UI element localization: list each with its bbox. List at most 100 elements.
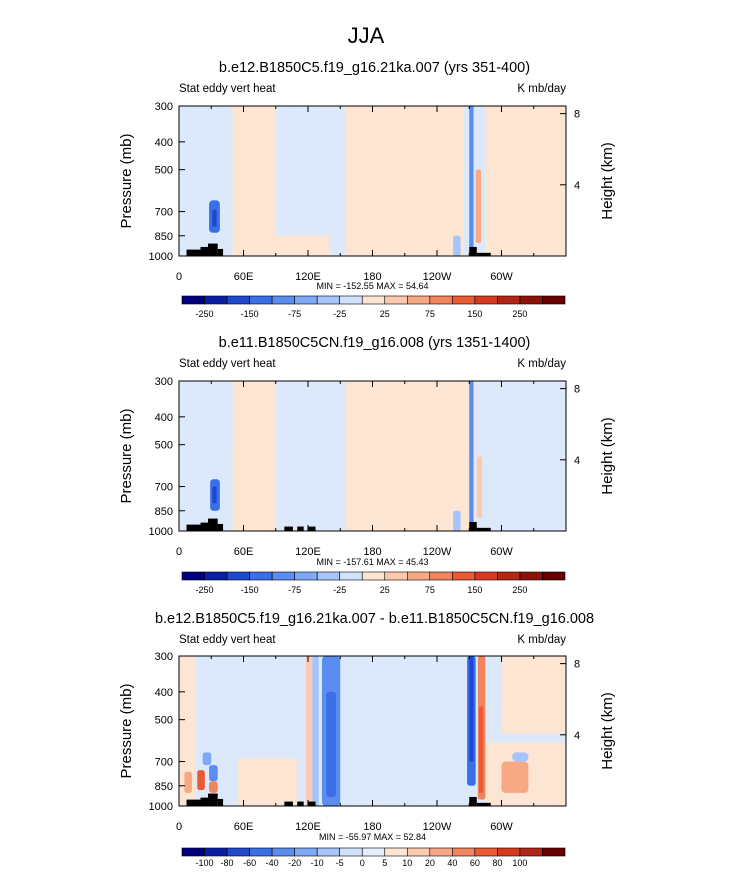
colorbar-swatch (452, 295, 476, 305)
colorbar-swatch (542, 571, 566, 581)
x-tick-label: 180 (363, 546, 381, 558)
colorbar-swatch (429, 847, 453, 857)
colorbar-swatch (271, 295, 295, 305)
contour-band (501, 761, 529, 793)
colorbar-label: -150 (241, 585, 259, 595)
contour-band (275, 381, 330, 531)
colorbar-label: 10 (402, 858, 412, 868)
contour-band (329, 106, 346, 256)
y-tick-label: 1000 (149, 801, 173, 813)
colorbar-swatch (497, 847, 521, 857)
colorbar-swatch (316, 571, 341, 581)
y-right-tick-label: 8 (574, 659, 580, 671)
topography-mask (284, 526, 293, 531)
plot-area-1 (179, 106, 566, 256)
contour-band (179, 106, 233, 256)
colorbar-label: 75 (425, 309, 435, 319)
colorbar-label: 25 (380, 309, 390, 319)
colorbar-label: -5 (336, 858, 344, 868)
contour-band (512, 752, 529, 762)
y-axis-title: Pressure (mb) (118, 408, 135, 503)
min-max-stats: MIN = -157.61 MAX = 45.43 (316, 557, 428, 567)
colorbar-label: -10 (311, 858, 324, 868)
y-right-tick-label: 4 (574, 180, 580, 192)
colorbar-label: 40 (447, 858, 457, 868)
colorbar-swatch (249, 571, 273, 581)
x-tick-label: 120E (295, 821, 321, 833)
plot-area-2 (179, 381, 566, 531)
y-tick-label: 500 (155, 165, 173, 177)
contour-band (179, 381, 233, 531)
colorbar-swatch (474, 295, 498, 305)
colorbar-swatch (361, 571, 386, 581)
contour-band (469, 106, 474, 256)
plot-area-3 (179, 656, 566, 806)
colorbar-label: -20 (288, 858, 301, 868)
y-tick-label: 400 (155, 687, 173, 699)
x-tick-label: 60E (234, 546, 254, 558)
contour-band (469, 381, 474, 531)
contour-band (453, 235, 461, 256)
colorbar-swatch (271, 847, 295, 857)
contour-band (275, 106, 330, 236)
y-tick-label: 400 (155, 412, 173, 424)
contour-band (326, 691, 336, 797)
y-tick-label: 700 (155, 757, 173, 769)
colorbar-swatch (474, 571, 498, 581)
colorbar-swatch (361, 295, 386, 305)
panel-title: b.e12.B1850C5.f19_g16.21ka.007 (yrs 351-… (219, 60, 530, 76)
colorbar-label: -25 (333, 309, 346, 319)
colorbar-label: 250 (512, 585, 527, 595)
colorbar-label: 60 (470, 858, 480, 868)
colorbar-label: -40 (266, 858, 279, 868)
colorbar-swatch (519, 295, 543, 305)
min-max-stats: MIN = -152.55 MAX = 54.64 (316, 281, 428, 291)
y-tick-label: 300 (155, 376, 173, 388)
colorbar-swatch (542, 847, 566, 857)
y-tick-label: 700 (155, 207, 173, 219)
contour-band (345, 656, 464, 806)
x-tick-label: 120W (423, 821, 452, 833)
topography-mask (186, 249, 201, 256)
colorbar-label: 80 (492, 858, 502, 868)
colorbar-swatch (429, 571, 453, 581)
colorbar-swatch (204, 295, 228, 305)
min-max-stats: MIN = -55.97 MAX = 52.84 (319, 832, 426, 842)
contour-band (485, 174, 566, 256)
colorbar-swatch (542, 295, 566, 305)
colorbar-swatch (519, 847, 543, 857)
topography-mask (217, 798, 224, 806)
left-label: Stat eddy vert heat (179, 358, 276, 370)
colorbar-swatch (226, 847, 250, 857)
topography-mask (186, 799, 201, 806)
topography-mask (217, 523, 224, 531)
right-label: K mb/day (517, 83, 566, 95)
contour-band (232, 106, 276, 256)
contour-band (305, 656, 313, 806)
topography-mask (208, 518, 218, 531)
x-tick-label: 120E (295, 546, 321, 558)
y-tick-label: 850 (155, 506, 173, 518)
right-label: K mb/day (517, 358, 566, 370)
contour-band (501, 656, 566, 734)
y-axis-title: Pressure (mb) (118, 683, 135, 778)
x-tick-label: 120W (423, 271, 452, 283)
colorbar: -250 -150 -75 -25 25 75 150 250 (181, 571, 566, 595)
panel-title: b.e11.B1850C5CN.f19_g16.008 (yrs 1351-14… (219, 335, 531, 351)
topography-mask (469, 796, 477, 806)
colorbar-swatch (294, 571, 318, 581)
contour-band (453, 510, 461, 531)
topography-mask (284, 801, 293, 806)
colorbar: -250 -150 -75 -25 25 75 150 250 (181, 295, 566, 319)
colorbar-label: -100 (196, 858, 214, 868)
topography-mask (308, 526, 316, 531)
contour-band (474, 381, 566, 531)
y-right-axis-title: Height (km) (599, 417, 616, 495)
y-right-axis-title: Height (km) (599, 142, 616, 220)
right-label: K mb/day (517, 634, 566, 646)
y-tick-label: 850 (155, 231, 173, 243)
y-tick-label: 400 (155, 137, 173, 149)
y-right-tick-label: 4 (574, 455, 580, 467)
contour-band (312, 656, 319, 806)
colorbar-label: 0 (360, 858, 365, 868)
